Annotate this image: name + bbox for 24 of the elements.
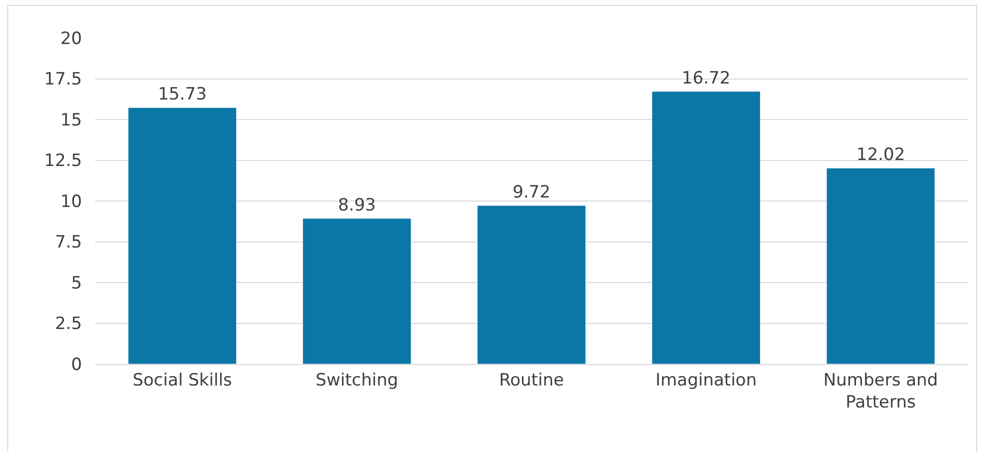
- y-tick-label: 20: [60, 28, 82, 49]
- data-label: 15.73: [158, 84, 207, 105]
- x-tick-label: Social Skills: [132, 370, 232, 390]
- bar: [652, 91, 760, 364]
- bar: [128, 107, 237, 364]
- y-tick-label: 15: [60, 110, 82, 130]
- data-label: 16.72: [682, 68, 730, 88]
- y-tick-label: 7.5: [54, 232, 82, 253]
- y-tick-label: 5: [71, 273, 82, 294]
- x-tick-label: Routine: [499, 370, 564, 390]
- x-tick-label: Switching: [316, 370, 398, 390]
- y-tick-label: 2.5: [54, 314, 82, 334]
- bar: [477, 205, 586, 364]
- data-label: 8.93: [338, 195, 376, 216]
- y-tick-label: 0: [71, 354, 82, 375]
- x-tick-label: Imagination: [655, 370, 757, 390]
- data-label: 9.72: [512, 182, 550, 203]
- y-tick-label: 12.5: [44, 151, 82, 172]
- bar: [826, 168, 936, 364]
- x-tick-label: Numbers and Patterns: [823, 370, 938, 412]
- y-tick-label: 10: [60, 192, 82, 212]
- bar: [302, 218, 412, 364]
- y-tick-label: 17.5: [44, 70, 82, 90]
- data-label: 12.02: [856, 145, 906, 166]
